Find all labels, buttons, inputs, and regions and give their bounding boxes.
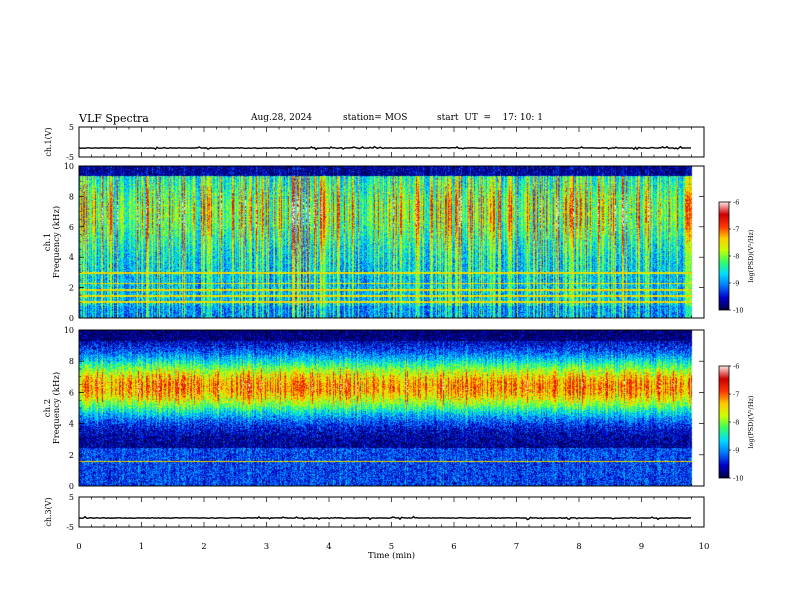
ch2_spectrogram-cb-tick-label: -7 <box>733 391 739 399</box>
ch1_spectrogram-ytick-label: 10 <box>64 162 74 171</box>
ch2_spectrogram-ytick-label: 0 <box>69 482 74 491</box>
date-label: Aug.28, 2024 <box>251 113 312 123</box>
ch2_spectrogram-cb-tick-label: -8 <box>733 419 739 427</box>
ch3_waveform-trace <box>78 515 692 521</box>
ch2_spectrogram-ytick-label: 8 <box>69 357 74 366</box>
ch1_spectrogram-cb-tick-label: -9 <box>733 280 739 288</box>
ch1_spectrogram-cb-tick-label: -10 <box>733 307 743 315</box>
start-time-label: start UT = 17: 10: 1 <box>437 113 543 123</box>
figure-title: VLF Spectra <box>79 112 149 125</box>
ch2_spectrogram-cb-tick-label: -6 <box>733 363 739 371</box>
x-axis-label: Time (min) <box>368 550 415 561</box>
ch1_spectrogram-ylabel-2: Frequency (kHz) <box>51 206 62 278</box>
ch1_spectrogram-colorbar-image <box>719 202 729 310</box>
ch3_waveform-ytick-label: -5 <box>66 523 74 532</box>
xtick-label: 3 <box>264 542 269 552</box>
ch1_spectrogram-ylabel-1: ch.1 <box>43 233 53 251</box>
station-label: station= MOS <box>343 113 408 123</box>
xtick-label: 0 <box>76 542 81 552</box>
xtick-label: 10 <box>699 542 710 552</box>
ch3_waveform-ylabel: ch.3(V) <box>44 497 53 526</box>
ch2_spectrogram-image <box>79 330 704 486</box>
ch1_spectrogram-cb-tick-label: -7 <box>733 226 739 234</box>
ch1_waveform-ytick-label: 5 <box>69 123 74 132</box>
ch3_waveform-ytick-label: 5 <box>69 493 74 502</box>
ch2_spectrogram-ylabel-1: ch.2 <box>43 399 53 417</box>
xtick-label: 2 <box>201 542 206 552</box>
ch1_spectrogram-cb-tick-label: -6 <box>733 199 739 207</box>
ch1_waveform-trace <box>78 145 692 151</box>
ch2_spectrogram-cb-tick-label: -10 <box>733 475 743 483</box>
ch2_spectrogram-ytick-label: 2 <box>69 451 74 460</box>
xtick-label: 9 <box>639 542 644 552</box>
ch1_spectrogram-cb-tick-label: -8 <box>733 253 739 261</box>
ch2_spectrogram-colorbar-image <box>719 366 729 478</box>
ch1_spectrogram-ytick-label: 4 <box>69 253 74 262</box>
ch1_waveform-ytick-label: -5 <box>66 153 74 162</box>
xtick-label: 1 <box>139 542 144 552</box>
ch2_spectrogram-ytick-label: 6 <box>69 388 74 397</box>
xtick-label: 7 <box>514 542 519 552</box>
ch1_spectrogram-ytick-label: 0 <box>69 314 74 323</box>
ch2_spectrogram-ylabel-2: Frequency (kHz) <box>51 372 62 444</box>
xtick-label: 6 <box>451 542 456 552</box>
ch1_spectrogram-ytick-label: 6 <box>69 223 74 232</box>
ch2_spectrogram-cb-tick-label: -9 <box>733 447 739 455</box>
ch1_spectrogram-image <box>79 166 704 318</box>
ch2_spectrogram-ytick-label: 4 <box>69 420 74 429</box>
ch1_waveform-ylabel: ch.1(V) <box>44 127 53 156</box>
xtick-label: 8 <box>576 542 581 552</box>
xtick-label: 4 <box>326 542 331 552</box>
ch1_spectrogram-cb-label: log(PSD)(V²/Hz) <box>747 229 755 282</box>
xtick-label: 5 <box>389 542 394 552</box>
ch2_spectrogram-ytick-label: 10 <box>64 326 74 335</box>
ch1_spectrogram-ytick-label: 2 <box>69 284 74 293</box>
ch2_spectrogram-cb-label: log(PSD)(V²/Hz) <box>747 395 755 448</box>
ch1_spectrogram-ytick-label: 8 <box>69 192 74 201</box>
